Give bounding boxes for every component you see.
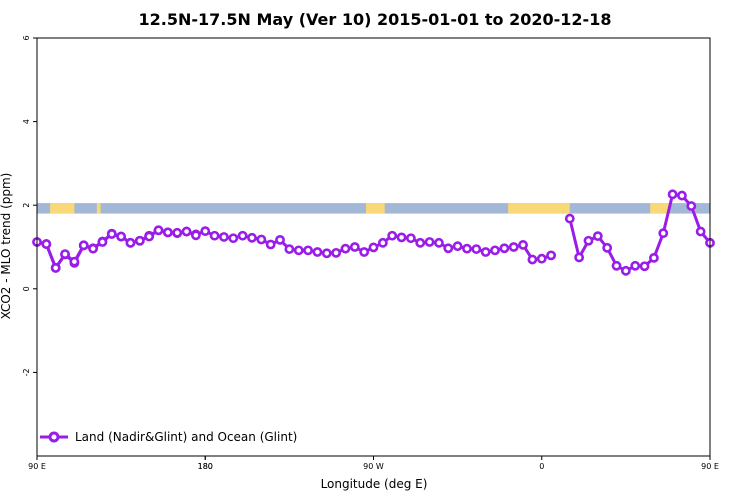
data-point <box>312 247 323 257</box>
data-point <box>443 243 454 254</box>
data-point <box>209 230 220 241</box>
data-point <box>106 229 117 239</box>
y-tick-label: 4 <box>22 119 31 124</box>
data-point <box>377 237 388 248</box>
data-point <box>321 248 332 259</box>
data-point <box>620 265 631 276</box>
data-point <box>695 226 706 237</box>
data-point <box>592 231 603 242</box>
x-tick-label: 180 <box>198 462 213 471</box>
data-point <box>462 243 472 254</box>
data-point <box>125 237 136 248</box>
data-point <box>78 240 89 251</box>
y-tick-label: -2 <box>22 368 31 376</box>
data-point <box>303 245 313 256</box>
data-point <box>144 231 155 242</box>
data-point <box>611 260 622 271</box>
data-point <box>667 189 678 200</box>
data-point <box>116 231 127 242</box>
data-point <box>69 256 80 267</box>
x-tick-label: 0 <box>539 462 544 471</box>
data-point <box>191 230 201 241</box>
data-point <box>649 252 659 263</box>
legend: Land (Nadir&Glint) and Ocean (Glint) <box>40 430 297 444</box>
data-point <box>340 243 351 254</box>
x-tick-label: 90 W <box>363 462 384 471</box>
data-point <box>237 230 248 241</box>
data-point <box>686 201 697 211</box>
data-point <box>368 242 379 253</box>
x-tick-label: 90 E <box>701 462 719 471</box>
data-point <box>499 243 510 254</box>
data-point <box>247 232 257 243</box>
data-point <box>396 232 407 243</box>
map-band-land <box>650 203 669 214</box>
data-point <box>583 235 594 246</box>
map-band-land <box>508 203 570 214</box>
data-point <box>359 247 370 257</box>
y-tick-label: 6 <box>22 35 31 40</box>
data-point <box>181 226 192 237</box>
data-point <box>134 235 145 246</box>
data-point <box>536 253 547 264</box>
data-point <box>424 237 435 247</box>
y-tick-label: 0 <box>22 286 31 291</box>
data-point <box>639 261 650 272</box>
data-point <box>471 244 482 254</box>
data-point <box>50 262 61 273</box>
data-point <box>387 230 398 241</box>
data-point <box>331 247 342 258</box>
data-point <box>256 234 267 245</box>
data-point <box>480 247 491 257</box>
legend-label: Land (Nadir&Glint) and Ocean (Glint) <box>75 430 297 444</box>
data-point <box>284 244 295 254</box>
data-point <box>677 190 687 201</box>
y-tick-label: 2 <box>22 203 31 208</box>
data-point <box>275 234 285 245</box>
data-point <box>546 250 556 261</box>
data-point <box>527 254 538 265</box>
data-point <box>508 242 519 252</box>
y-axis-label: XCO2 - MLO trend (ppm) <box>0 173 13 320</box>
map-band-land <box>50 203 75 214</box>
x-tick-label: 180 <box>198 462 213 471</box>
x-axis-label: Longitude (deg E) <box>321 477 428 491</box>
data-point <box>452 241 463 252</box>
map-band-land <box>366 203 385 214</box>
data-point <box>293 245 304 256</box>
data-point <box>88 243 98 254</box>
data-point <box>574 252 585 263</box>
data-point <box>153 225 164 236</box>
data-point <box>41 239 52 249</box>
data-point <box>265 239 276 250</box>
data-point <box>490 245 500 256</box>
x-tick-label: 90 E <box>28 462 46 471</box>
data-point <box>658 228 669 239</box>
chart-title: 12.5N-17.5N May (Ver 10) 2015-01-01 to 2… <box>139 10 612 29</box>
data-point <box>60 249 70 260</box>
data-point <box>228 233 239 244</box>
data-point <box>162 227 173 238</box>
data-point <box>518 240 528 250</box>
data-point <box>434 237 444 248</box>
data-point <box>415 237 426 248</box>
legend-swatch-marker <box>48 431 60 443</box>
data-point <box>172 227 183 238</box>
data-point <box>602 242 613 253</box>
data-point <box>200 226 211 237</box>
data-point <box>405 233 416 244</box>
data-point <box>630 260 641 271</box>
data-point <box>564 213 575 224</box>
data-point <box>349 242 360 252</box>
data-point <box>97 237 108 247</box>
map-band-land <box>96 203 101 214</box>
data-point <box>219 232 229 242</box>
